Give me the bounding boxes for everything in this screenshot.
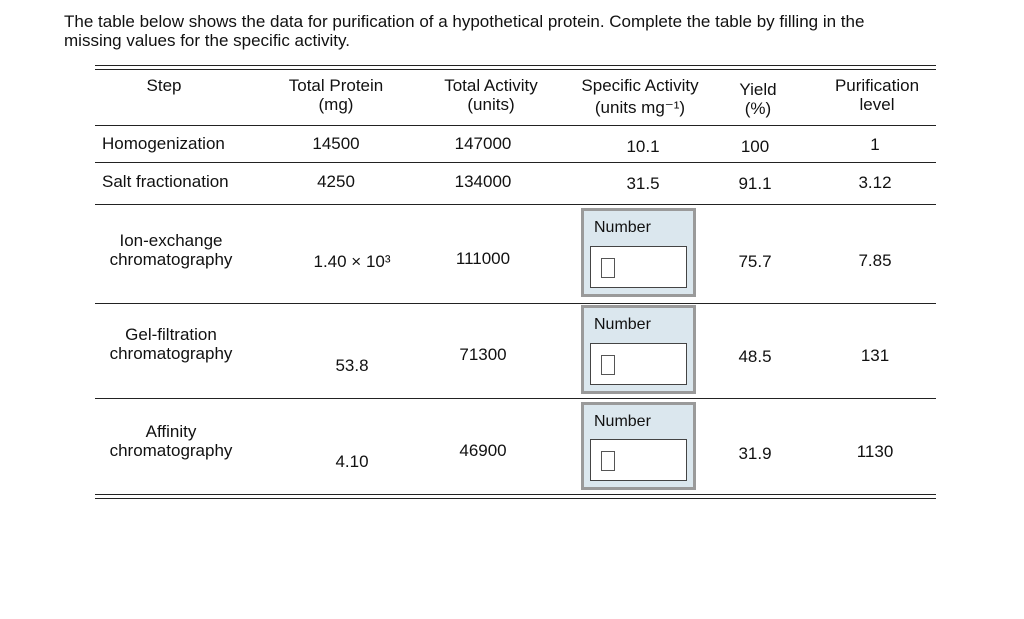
answer-box: Number — [581, 402, 696, 490]
answer-box: Number — [581, 208, 696, 297]
column-header: Purification — [834, 76, 920, 95]
cell: 48.5 — [738, 347, 772, 366]
cell: 31.9 — [738, 444, 772, 463]
input-label: Number — [594, 219, 651, 236]
rule — [95, 498, 936, 499]
cell: 4250 — [317, 172, 355, 191]
column-header: Yield — [739, 80, 777, 99]
cell: 10.1 — [626, 137, 660, 156]
rule — [95, 125, 936, 126]
cell: 1 — [870, 135, 880, 154]
column-header: Step — [146, 76, 182, 95]
step-name: Homogenization — [102, 134, 225, 153]
cell: 91.1 — [738, 174, 772, 193]
rule — [95, 494, 936, 495]
answer-box: Number — [581, 305, 696, 394]
cell: 134000 — [454, 172, 512, 191]
step-name: Affinity — [145, 422, 197, 441]
intro-line: missing values for the specific activity… — [64, 31, 350, 50]
step-name: Ion-exchange — [119, 231, 223, 250]
cell: 111000 — [455, 249, 511, 268]
number-input[interactable] — [590, 343, 687, 385]
input-caret — [601, 355, 615, 375]
cell: 31.5 — [626, 174, 660, 193]
rule — [95, 303, 936, 304]
column-header: (units) — [467, 95, 515, 114]
input-label: Number — [594, 413, 651, 430]
cell: 3.12 — [858, 173, 892, 192]
column-header: Total Protein — [288, 76, 384, 95]
rule — [95, 65, 936, 66]
column-header: Specific Activity — [581, 76, 699, 95]
intro-line: The table below shows the data for purif… — [64, 12, 865, 31]
cell: 147000 — [454, 134, 512, 153]
column-header: (mg) — [318, 95, 354, 114]
cell: 4.10 — [335, 452, 369, 471]
step-name: chromatography — [109, 250, 233, 269]
cell: 71300 — [459, 345, 507, 364]
rule — [95, 69, 936, 70]
input-caret — [601, 451, 615, 471]
cell: 14500 — [312, 134, 360, 153]
step-name: chromatography — [109, 441, 233, 460]
rule — [95, 398, 936, 399]
input-caret — [601, 258, 615, 278]
rule — [95, 204, 936, 205]
column-header: level — [859, 95, 895, 114]
cell: 75.7 — [738, 252, 772, 271]
input-label: Number — [594, 316, 651, 333]
column-header: Total Activity — [444, 76, 538, 95]
column-header: (units mg⁻¹) — [594, 98, 686, 117]
column-header: (%) — [744, 99, 772, 118]
cell: 1.40 × 10³ — [313, 252, 391, 271]
cell: 7.85 — [858, 251, 892, 270]
number-input[interactable] — [590, 439, 687, 481]
cell: 1130 — [856, 442, 894, 461]
cell: 100 — [740, 137, 770, 156]
cell: 53.8 — [335, 356, 369, 375]
rule — [95, 162, 936, 163]
step-name: Gel-filtration — [125, 325, 217, 344]
cell: 46900 — [459, 441, 507, 460]
step-name: chromatography — [109, 344, 233, 363]
cell: 131 — [860, 346, 890, 365]
step-name: Salt fractionation — [102, 172, 229, 191]
number-input[interactable] — [590, 246, 687, 288]
